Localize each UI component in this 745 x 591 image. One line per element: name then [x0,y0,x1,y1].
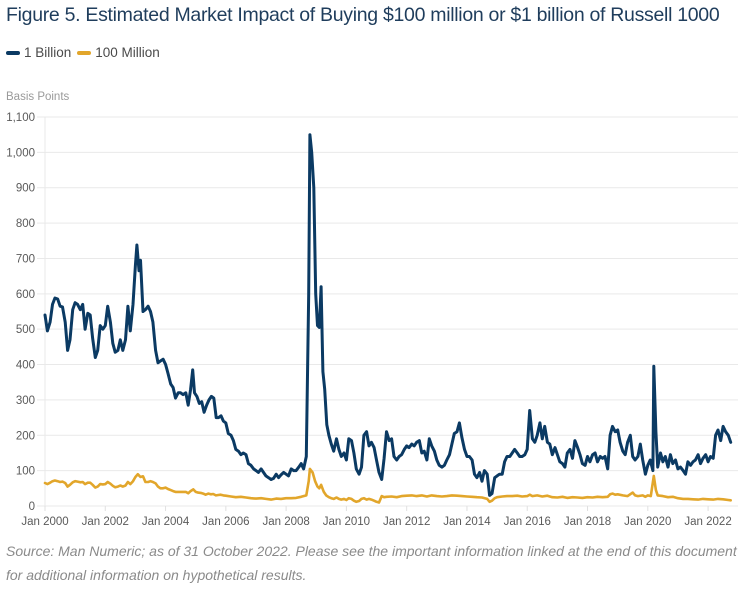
source-note: Source: Man Numeric; as of 31 October 20… [6,543,737,583]
y-tick-label: 300 [16,395,35,407]
x-tick-label: Jan 2000 [21,516,68,528]
series-lines [43,133,733,504]
x-tick-label: Jan 2018 [564,516,611,528]
x-tick-label: Jan 2020 [624,516,671,528]
x-tick-label: Jan 2006 [202,516,249,528]
x-axis-ticks: Jan 2000 Jan 2002 Jan 2004 Jan 2006 Jan 2008… [21,506,732,528]
x-tick-label: Jan 2010 [323,516,370,528]
x-tick-label: Jan 2002 [82,516,129,528]
y-axis-ticks: 0 100 200 300 400 500 600 700 800 900 1,000 1,100 [6,112,35,513]
x-tick-label: Jan 2012 [383,516,430,528]
y-tick-label: 800 [16,218,35,230]
x-tick-label: Jan 2008 [262,516,309,528]
chart-title: Figure 5. Estimated Market Impact of Buy… [6,4,720,26]
series-line-1-billion[interactable] [43,133,733,497]
y-tick-label: 1,000 [6,147,35,159]
y-tick-label: 500 [16,324,35,336]
y-tick-label: 900 [16,183,35,195]
legend-item-1-billion[interactable]: 1 Billion [6,45,71,60]
legend-swatch-100-million [77,50,92,55]
y-axis-label: Basis Points [6,91,70,103]
y-tick-label: 200 [16,430,35,442]
x-tick-label: Jan 2014 [443,516,491,528]
legend-label-100-million: 100 Million [95,45,160,60]
y-tick-label: 600 [16,289,35,301]
legend-label-1-billion: 1 Billion [24,45,72,60]
y-tick-label: 100 [16,466,35,478]
x-tick-label: Jan 2004 [142,516,190,528]
legend-item-100-million[interactable]: 100 Million [77,45,160,60]
chart-legend: 1 Billion 100 Million [6,45,166,60]
y-tick-label: 700 [16,253,35,265]
y-tick-label: 400 [16,360,35,372]
y-tick-label: 0 [29,501,35,513]
legend-swatch-1-billion [6,50,20,55]
x-tick-label: Jan 2022 [684,516,731,528]
x-tick-label: Jan 2016 [504,516,551,528]
y-tick-label: 1,100 [6,112,35,124]
series-line-100-million[interactable] [43,467,732,504]
